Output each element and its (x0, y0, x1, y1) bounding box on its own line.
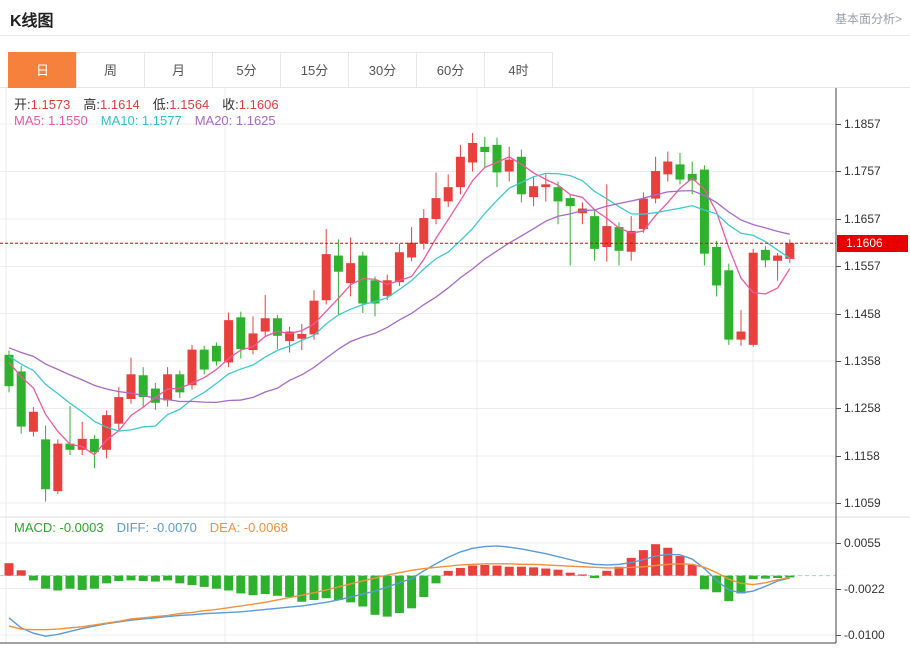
axis-tick (836, 266, 841, 267)
interval-tab-5[interactable]: 15分 (280, 52, 349, 88)
low-value: 1.1564 (169, 97, 210, 112)
price-axis-label: 1.1059 (844, 496, 881, 510)
axis-tick (836, 503, 841, 504)
close-label: 收: (222, 97, 239, 112)
axis-tick (836, 314, 841, 315)
diff-value: -0.0070 (152, 520, 197, 535)
ma20-label: MA20: (194, 113, 236, 128)
axis-tick (836, 408, 841, 409)
dea-value: -0.0068 (243, 520, 288, 535)
interval-tab-1[interactable]: 日 (8, 52, 77, 88)
price-axis-label: 1.1258 (844, 401, 881, 415)
ma10-value: 1.1577 (141, 113, 182, 128)
macd-legend: MACD: -0.0003 DIFF: -0.0070 DEA: -0.0068 (14, 520, 301, 535)
ma5-value: 1.1550 (47, 113, 88, 128)
interval-tab-7[interactable]: 60分 (416, 52, 485, 88)
high-label: 高: (83, 97, 101, 112)
macd-axis-label: -0.0100 (844, 628, 885, 642)
ma-legend: MA5: 1.1550 MA10: 1.1577 MA20: 1.1625 (14, 113, 289, 128)
axis-tick (836, 219, 841, 220)
axis-tick (836, 171, 841, 172)
price-axis-label: 1.1657 (844, 212, 881, 226)
price-axis-label: 1.1158 (844, 449, 880, 463)
axis-tick (836, 124, 841, 125)
interval-tabbar: 日周月 5分 15分 30分 60分 4时 (8, 52, 553, 88)
axis-tick (836, 361, 841, 362)
header-divider (0, 35, 910, 36)
interval-tab-4[interactable]: 5分 (212, 52, 281, 88)
interval-tab-8[interactable]: 4时 (484, 52, 553, 88)
price-axis-label: 1.1757 (844, 164, 881, 178)
axis-tick (836, 456, 841, 457)
axis-tick (836, 635, 841, 636)
ma20-value: 1.1625 (235, 113, 276, 128)
axis-tick (836, 543, 841, 544)
fundamental-analysis-link[interactable]: 基本面分析> (834, 12, 902, 26)
diff-label: DIFF: (116, 520, 153, 535)
ma10-label: MA10: (100, 113, 142, 128)
price-axis-label: 1.1857 (844, 117, 881, 131)
low-label: 低: (152, 97, 170, 112)
close-value: 1.1606 (238, 97, 279, 112)
price-axis-label: 1.1458 (844, 307, 881, 321)
ma5-label: MA5: (14, 113, 48, 128)
open-value: 1.1573 (30, 97, 71, 112)
price-axis-label: 1.1358 (844, 354, 881, 368)
dea-label: DEA: (209, 520, 244, 535)
page-title: K线图 (10, 13, 54, 30)
interval-tab-6[interactable]: 30分 (348, 52, 417, 88)
price-axis-label: 1.1557 (844, 259, 881, 273)
last-price-badge: 1.1606 (837, 235, 908, 252)
interval-tab-3[interactable]: 月 (144, 52, 213, 88)
macd-label: MACD: (14, 520, 60, 535)
macd-axis-label: -0.0022 (844, 582, 885, 596)
macd-value: -0.0003 (59, 520, 104, 535)
axis-tick (836, 589, 841, 590)
open-label: 开: (14, 97, 31, 112)
macd-axis-label: 0.0055 (844, 536, 881, 550)
high-value: 1.1614 (100, 97, 140, 112)
ohlc-legend: 开:1.1573 高:1.1614 低:1.1564 收:1.1606 (14, 94, 292, 113)
